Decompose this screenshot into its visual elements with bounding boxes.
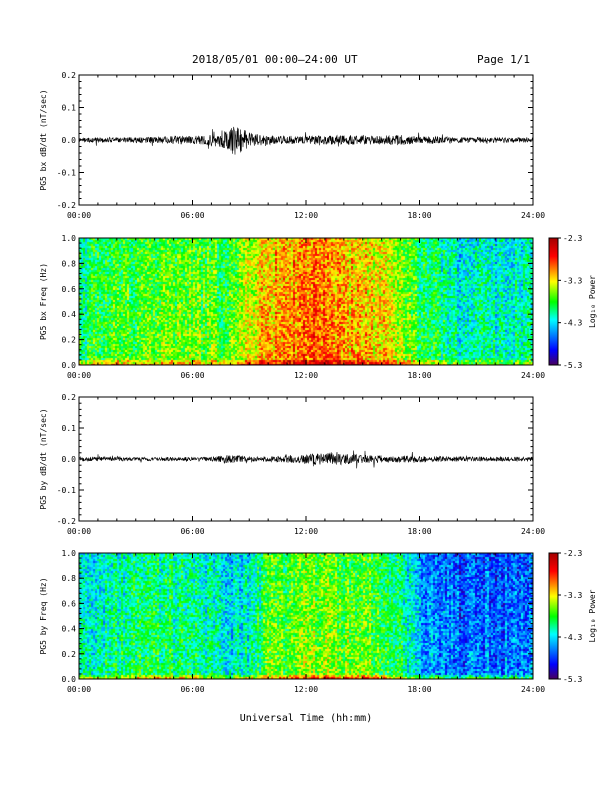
by-waveform-trace: [78, 450, 534, 469]
by-waveform-x-tick-label: 24:00: [521, 527, 545, 536]
bx-waveform-y-tick-label: 0.0: [62, 136, 77, 145]
by-spectrogram-y-tick-label: 0.6: [62, 599, 77, 608]
bx-spectrogram-x-tick-label: 24:00: [521, 371, 545, 380]
bx-spectrogram-y-axis-label: PG5 bx Freq (Hz): [39, 263, 48, 340]
by-spectrogram-x-tick-label: 18:00: [407, 685, 431, 694]
by-spectrogram-colorbar-label: Log₁₀ Power: [588, 589, 597, 642]
bx-spectrogram-y-tick-label: 0.8: [62, 259, 77, 268]
bx-spectrogram-image: [79, 238, 533, 365]
bx-waveform-x-tick-label: 12:00: [294, 211, 318, 220]
by-waveform-x-tick-label: 18:00: [407, 527, 431, 536]
by-waveform-y-tick-label: -0.2: [57, 517, 76, 526]
bx-spectrogram-y-tick-label: 1.0: [62, 234, 77, 243]
page-number: Page 1/1: [477, 53, 530, 66]
by-waveform-y-axis-label: PG5 by dB/dt (nT/sec): [39, 408, 48, 509]
bx-waveform-x-tick-label: 00:00: [67, 211, 91, 220]
by-spectrogram-colorbar-tick-label: -4.3: [563, 633, 582, 642]
bx-waveform-x-tick-label: 24:00: [521, 211, 545, 220]
bx-waveform-x-tick-label: 06:00: [180, 211, 204, 220]
by-spectrogram-colorbar: [549, 553, 558, 679]
by-spectrogram-y-tick-label: 0.4: [62, 625, 77, 634]
by-waveform-panel: 00:00 06:00 12:00 18:00 24:00 0.2 0.1 0.0 -0.1 -0…: [39, 393, 545, 536]
by-spectrogram-colorbar-frame: [548, 552, 559, 680]
by-spectrogram-y-axis-label: PG5 by Freq (Hz): [39, 577, 48, 654]
bx-spectrogram-x-tick-label: 18:00: [407, 371, 431, 380]
by-waveform-y-tick-label: 0.0: [62, 455, 77, 464]
bx-spectrogram-y-tick-label: 0.2: [62, 336, 77, 345]
bx-spectrogram-x-tick-label: 12:00: [294, 371, 318, 380]
panel-group: 00:00 06:00 12:00 18:00 24:00 0.2 0.1 0.0 -0.1 -0…: [39, 71, 597, 694]
bx-spectrogram-colorbar: [549, 238, 558, 365]
bx-waveform-y-tick-label: -0.1: [57, 169, 76, 178]
bx-waveform-trace: [78, 126, 534, 155]
bx-spectrogram-colorbar-tick-label: -4.3: [563, 319, 582, 328]
by-waveform-x-tick-label: 00:00: [67, 527, 91, 536]
bx-waveform-panel: 00:00 06:00 12:00 18:00 24:00 0.2 0.1 0.0 -0.1 -0…: [39, 71, 545, 220]
bx-spectrogram-y-tick-label: 0.4: [62, 310, 77, 319]
by-spectrogram-x-tick-label: 12:00: [294, 685, 318, 694]
bx-spectrogram-x-tick-label: 06:00: [180, 371, 204, 380]
bx-spectrogram-colorbar-tick-label: -5.3: [563, 361, 582, 370]
by-spectrogram-x-tick-label: 24:00: [521, 685, 545, 694]
bx-waveform-y-tick-label: 0.1: [62, 104, 77, 113]
bx-spectrogram-y-tick-label: 0.6: [62, 285, 77, 294]
by-spectrogram-image: [79, 553, 533, 679]
by-spectrogram-y-tick-label: 0.8: [62, 574, 77, 583]
page-title: 2018/05/01 00:00–24:00 UT: [192, 53, 358, 66]
by-spectrogram-colorbar-tick-label: -5.3: [563, 675, 582, 684]
by-spectrogram-y-tick-label: 0.0: [62, 675, 77, 684]
by-waveform-y-tick-label: 0.2: [62, 393, 77, 402]
bx-spectrogram-panel: -2.3 -3.3 -4.3 -5.3 Log₁₀ Power 00:00 06:00 12:…: [39, 234, 597, 380]
bx-waveform-y-axis-label: PG5 bx dB/dt (nT/sec): [39, 89, 48, 190]
by-waveform-y-tick-label: -0.1: [57, 486, 76, 495]
bx-spectrogram-colorbar-label: Log₁₀ Power: [588, 275, 597, 328]
by-waveform-x-tick-label: 12:00: [294, 527, 318, 536]
by-spectrogram-x-tick-label: 00:00: [67, 685, 91, 694]
bx-waveform-x-tick-label: 18:00: [407, 211, 431, 220]
bx-waveform-y-tick-label: -0.2: [57, 201, 76, 210]
bx-spectrogram-y-tick-label: 0.0: [62, 361, 77, 370]
by-spectrogram-y-tick-label: 0.2: [62, 650, 77, 659]
by-waveform-y-tick-label: 0.1: [62, 424, 77, 433]
by-spectrogram-y-tick-label: 1.0: [62, 549, 77, 558]
bx-spectrogram-colorbar-frame: [548, 237, 559, 366]
by-spectrogram-colorbar-tick-label: -2.3: [563, 549, 582, 558]
bx-waveform-y-tick-label: 0.2: [62, 71, 77, 80]
time-axis-label: Universal Time (hh:mm): [240, 713, 372, 724]
by-spectrogram-x-tick-label: 06:00: [180, 685, 204, 694]
by-spectrogram-panel: -2.3 -3.3 -4.3 -5.3 Log₁₀ Power 00:00 06:00 12:…: [39, 549, 597, 694]
bx-spectrogram-colorbar-tick-label: -3.3: [563, 276, 582, 285]
bx-spectrogram-colorbar-tick-label: -2.3: [563, 234, 582, 243]
by-spectrogram-colorbar-tick-label: -3.3: [563, 591, 582, 600]
bx-spectrogram-x-tick-label: 00:00: [67, 371, 91, 380]
by-waveform-x-tick-label: 06:00: [180, 527, 204, 536]
